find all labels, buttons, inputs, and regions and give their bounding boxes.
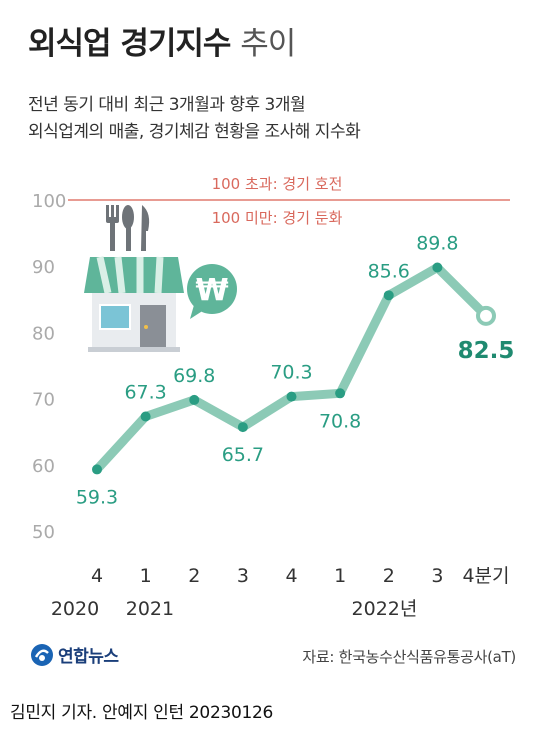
reference-below-label: 100 미만: 경기 둔화 bbox=[212, 209, 343, 227]
data-label: 59.3 bbox=[76, 486, 118, 508]
line-chart: 50 60 70 80 90 100 100 초과: 경기 호전 100 미만: 경기 둔… bbox=[32, 175, 515, 620]
x-tick-label: 4 bbox=[285, 565, 297, 587]
data-label: 69.8 bbox=[173, 365, 215, 387]
title-suffix: 추이 bbox=[240, 26, 296, 62]
data-label: 65.7 bbox=[222, 444, 264, 466]
data-markers bbox=[92, 262, 496, 475]
y-tick-label: 60 bbox=[32, 456, 55, 477]
source-note: 자료: 한국농수산식품유통공사(aT) bbox=[302, 648, 516, 666]
subtitle-line-2: 외식업계의 매출, 경기체감 현황을 조사해 지수화 bbox=[28, 122, 361, 142]
x-tick-label: 3 bbox=[237, 565, 249, 587]
data-point-marker bbox=[383, 290, 394, 301]
data-label: 82.5 bbox=[458, 338, 515, 364]
y-axis: 50 60 70 80 90 100 bbox=[32, 191, 66, 543]
infographic-card: 외식업 경기지수 추이 전년 동기 대비 최근 3개월과 향후 3개월 외식업계… bbox=[28, 18, 517, 667]
data-point-marker bbox=[189, 394, 200, 405]
reference-above-label: 100 초과: 경기 호전 bbox=[212, 175, 343, 193]
y-tick-label: 100 bbox=[32, 191, 66, 212]
data-point-marker bbox=[140, 411, 151, 422]
fork-knife-icon bbox=[106, 205, 150, 251]
y-tick-label: 80 bbox=[32, 323, 55, 344]
x-year-label: 2021 bbox=[126, 598, 174, 620]
data-point-marker bbox=[92, 464, 102, 475]
data-label: 67.3 bbox=[124, 381, 166, 403]
data-label: 89.8 bbox=[416, 233, 458, 255]
x-year-label: 2022년 bbox=[352, 598, 418, 620]
x-axis-ticks: 4 1 2 3 4 1 2 3 4분기 bbox=[91, 565, 510, 587]
x-tick-label: 2 bbox=[188, 565, 200, 587]
x-tick-label: 4 bbox=[91, 565, 103, 587]
page-title: 외식업 경기지수 추이 bbox=[28, 18, 296, 63]
x-tick-label: 1 bbox=[334, 565, 346, 587]
yonhap-emblem-icon bbox=[31, 643, 53, 666]
y-tick-label: 70 bbox=[32, 390, 55, 411]
data-labels: 59.3 67.3 69.8 65.7 70.3 70.8 85.6 89.8 82.5 bbox=[76, 233, 515, 509]
svg-text:₩: ₩ bbox=[195, 273, 228, 308]
storefront-icon bbox=[84, 256, 184, 352]
data-point-marker bbox=[335, 388, 346, 399]
title-main: 외식업 경기지수 bbox=[28, 26, 231, 62]
data-point-marker bbox=[286, 391, 297, 402]
data-point-marker-last bbox=[476, 305, 496, 326]
data-point-marker bbox=[432, 262, 443, 273]
data-label: 70.8 bbox=[319, 410, 361, 432]
subtitle: 전년 동기 대비 최근 3개월과 향후 3개월 외식업계의 매출, 경기체감 현… bbox=[28, 92, 361, 146]
x-tick-label: 4분기 bbox=[462, 565, 509, 587]
restaurant-illustration: ₩ bbox=[84, 205, 237, 352]
y-tick-label: 50 bbox=[32, 522, 55, 543]
y-tick-label: 90 bbox=[32, 257, 55, 278]
won-bubble-icon: ₩ bbox=[187, 264, 237, 319]
x-tick-label: 2 bbox=[383, 565, 395, 587]
logo-text: 연합뉴스 bbox=[58, 647, 119, 667]
subtitle-line-1: 전년 동기 대비 최근 3개월과 향후 3개월 bbox=[28, 95, 306, 115]
data-point-marker bbox=[237, 422, 248, 433]
byline: 김민지 기자. 안예지 인턴 20230126 bbox=[10, 703, 274, 723]
x-axis-years: 2020 2021 2022년 bbox=[51, 598, 418, 620]
x-tick-label: 1 bbox=[140, 565, 152, 587]
x-year-label: 2020 bbox=[51, 598, 99, 620]
data-label: 85.6 bbox=[368, 260, 410, 282]
data-label: 70.3 bbox=[270, 362, 312, 384]
yonhap-logo: 연합뉴스 bbox=[30, 642, 119, 667]
x-tick-label: 3 bbox=[431, 565, 443, 587]
